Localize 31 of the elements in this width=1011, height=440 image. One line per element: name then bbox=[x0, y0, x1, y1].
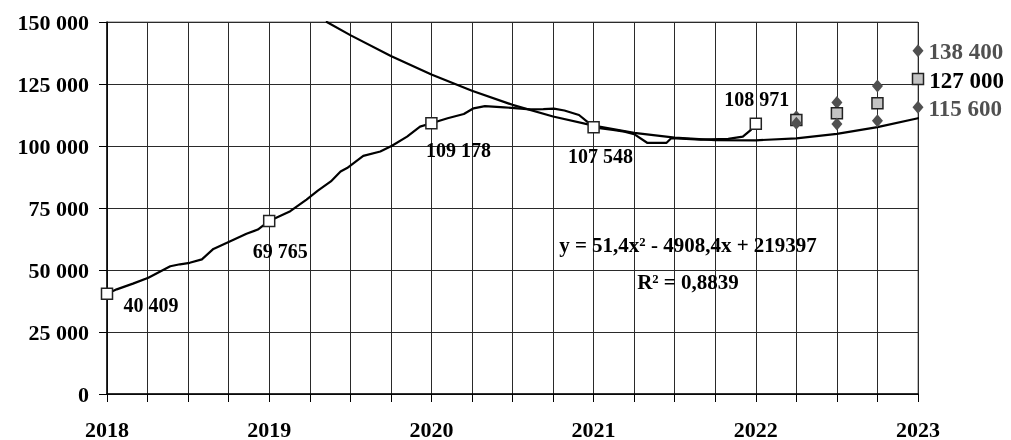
data-label: 115 600 bbox=[928, 95, 1002, 121]
x-tick-label: 2018 bbox=[85, 416, 129, 440]
x-tick-label: 2022 bbox=[733, 416, 778, 440]
data-label: 138 400 bbox=[928, 39, 1004, 65]
point bbox=[425, 116, 438, 130]
y-tick-label: 50 000 bbox=[28, 257, 89, 283]
point bbox=[830, 107, 844, 120]
x-tick-label: 2020 bbox=[409, 416, 454, 440]
x-tick-label: 2019 bbox=[247, 416, 292, 440]
y-tick-label: 0 bbox=[78, 381, 89, 407]
point bbox=[749, 117, 763, 130]
point bbox=[100, 287, 114, 301]
point bbox=[831, 117, 843, 131]
point bbox=[587, 121, 600, 134]
y-tick-label: 125 000 bbox=[17, 71, 89, 97]
point bbox=[262, 214, 276, 228]
point bbox=[911, 72, 925, 86]
data-label: 127 000 bbox=[929, 67, 1004, 93]
y-tick-label: 75 000 bbox=[28, 195, 89, 221]
point bbox=[912, 100, 924, 114]
x-tick-label: 2021 bbox=[571, 416, 616, 440]
point bbox=[871, 79, 883, 93]
y-tick-label: 150 000 bbox=[17, 9, 89, 35]
data-label: 40 409 bbox=[123, 294, 179, 317]
y-tick-label: 25 000 bbox=[28, 319, 89, 345]
data-label: 108 971 bbox=[724, 87, 790, 110]
y-tick-label: 100 000 bbox=[17, 133, 89, 159]
point bbox=[912, 44, 924, 58]
point bbox=[871, 97, 884, 110]
point bbox=[871, 114, 883, 128]
x-tick-label: 2023 bbox=[896, 416, 940, 440]
